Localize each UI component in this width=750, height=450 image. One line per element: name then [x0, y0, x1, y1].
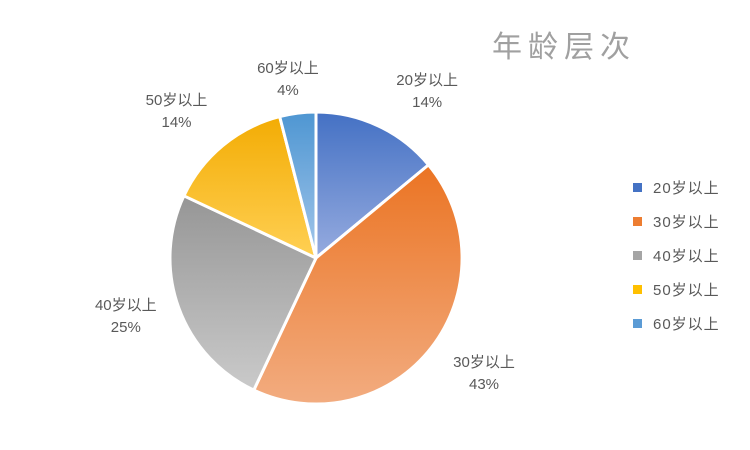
- slice-label-percent: 14%: [412, 94, 443, 112]
- slice-label-4: 60岁以上 4%: [257, 58, 319, 102]
- legend-swatch: [633, 318, 642, 328]
- slice-label-category: 30岁以上: [453, 353, 515, 371]
- legend-item-label: 30岁以上: [653, 213, 720, 231]
- slice-label-category: 60岁以上: [257, 59, 319, 77]
- slice-label-percent: 4%: [277, 81, 299, 99]
- pie-slice-0: [314, 110, 430, 260]
- legend-item-label: 40岁以上: [653, 247, 720, 265]
- slice-label-0: 20岁以上 14%: [396, 70, 458, 114]
- legend-item-label: 60岁以上: [653, 315, 720, 333]
- slice-label-category: 50岁以上: [145, 91, 208, 109]
- legend-swatch: [633, 250, 642, 260]
- pie-slice-2: [168, 194, 318, 392]
- slice-label-3: 50岁以上 14%: [146, 90, 208, 134]
- slice-label-2: 40岁以上 25%: [95, 295, 157, 339]
- pie-slice-1: [252, 163, 464, 406]
- pie-slice-4: [278, 110, 318, 260]
- slice-label-category: 40岁以上: [94, 296, 157, 314]
- slice-label-category: 20岁以上: [396, 72, 458, 90]
- slice-label-percent: 14%: [161, 113, 192, 131]
- legend: 20岁以上 30岁以上 40岁以上 50岁以上 60岁以上: [633, 177, 720, 347]
- legend-item-1: 30岁以上: [633, 211, 720, 231]
- slice-label-1: 30岁以上 43%: [453, 352, 515, 396]
- chart-title: 年龄层次: [492, 31, 636, 64]
- pie-slice-3: [182, 115, 318, 260]
- legend-item-4: 60岁以上: [633, 313, 720, 333]
- slice-label-percent: 25%: [110, 318, 141, 336]
- slice-label-percent: 43%: [469, 375, 500, 393]
- legend-item-3: 50岁以上: [633, 279, 720, 299]
- legend-swatch: [633, 216, 642, 226]
- legend-swatch: [633, 284, 642, 294]
- legend-item-label: 50岁以上: [653, 281, 720, 299]
- legend-item-label: 20岁以上: [653, 179, 720, 197]
- legend-swatch: [633, 182, 642, 192]
- legend-item-0: 20岁以上: [633, 177, 720, 197]
- legend-item-2: 40岁以上: [633, 245, 720, 265]
